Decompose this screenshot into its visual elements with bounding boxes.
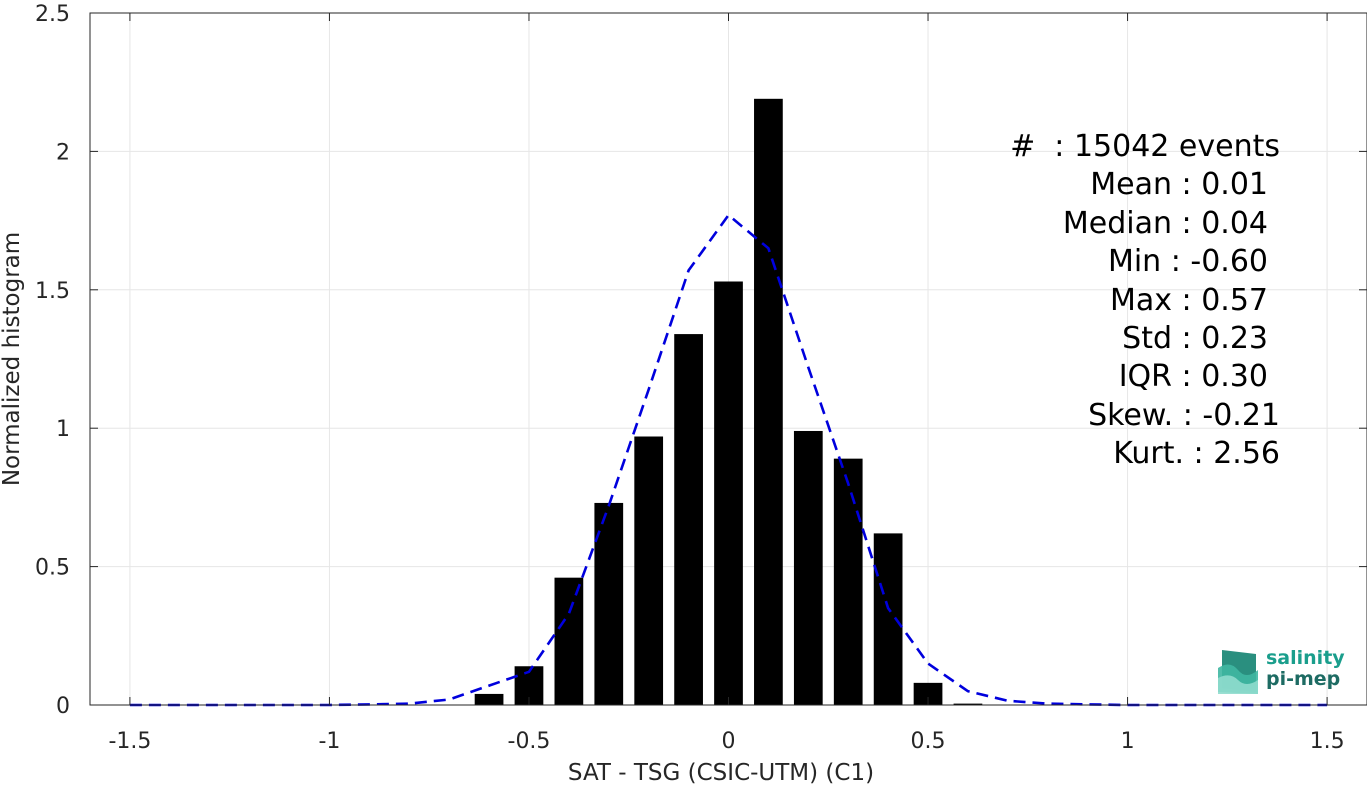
histogram-bar-11 xyxy=(913,682,943,705)
y-tick-label-1: 0.5 xyxy=(35,556,70,581)
stat-iqr: IQR : 0.30 xyxy=(1118,359,1268,395)
y-tick-labels: 0 0.5 1 1.5 2 2.5 xyxy=(35,2,70,719)
stat-events: # : 15042 events xyxy=(1010,129,1280,164)
stat-max: Max : 0.57 xyxy=(1110,282,1268,318)
salinity-pi-mep-logo: salinity pi-mep xyxy=(1216,646,1346,696)
y-axis-label: Normalized histogram xyxy=(0,232,25,486)
histogram-bar-2 xyxy=(554,577,584,705)
histogram-bars xyxy=(474,98,983,706)
y-tick-label-5: 2.5 xyxy=(35,2,70,27)
x-tick-label-6: 1.5 xyxy=(1310,729,1345,754)
histogram-bar-4 xyxy=(634,436,664,705)
histogram-bar-7 xyxy=(754,98,783,706)
y-tick-label-3: 1.5 xyxy=(35,279,70,304)
x-tick-labels: -1.5 -1 -0.5 0 0.5 1 1.5 xyxy=(108,729,1344,754)
x-tick-label-1: -1 xyxy=(318,729,340,754)
y-tick-label-4: 2 xyxy=(56,140,70,165)
logo-line2: pi-mep xyxy=(1266,668,1341,690)
statistics-box: # : 15042 events Mean : 0.01 Median : 0.… xyxy=(940,128,1280,474)
histogram-bar-8 xyxy=(793,430,823,705)
histogram-bar-9 xyxy=(833,458,863,705)
stat-skew: Skew. : -0.21 xyxy=(1088,397,1280,433)
logo-text: salinity pi-mep xyxy=(1266,648,1345,690)
histogram-bar-10 xyxy=(873,533,903,705)
histogram-bar-5 xyxy=(674,334,703,705)
x-tick-label-5: 1 xyxy=(1121,729,1135,754)
x-axis-label: SAT - TSG (CSIC-UTM) (C1) xyxy=(568,760,874,785)
logo-line1: salinity xyxy=(1266,647,1345,669)
y-tick-label-0: 0 xyxy=(56,694,70,719)
histogram-bar-6 xyxy=(714,281,743,705)
x-tick-label-0: -1.5 xyxy=(108,729,151,754)
stat-mean: Mean : 0.01 xyxy=(1090,167,1268,203)
histogram-bar-12 xyxy=(953,703,983,705)
stat-median: Median : 0.04 xyxy=(1062,205,1268,241)
x-tick-label-2: -0.5 xyxy=(508,729,551,754)
axis-ticks xyxy=(90,12,1367,706)
y-tick-label-2: 1 xyxy=(56,417,70,442)
histogram-bar-0 xyxy=(474,693,504,705)
x-tick-label-4: 0.5 xyxy=(911,729,946,754)
stat-std: Std : 0.23 xyxy=(1122,320,1268,356)
stat-min: Min : -0.60 xyxy=(1107,244,1268,280)
histogram-bar-3 xyxy=(594,502,624,705)
x-tick-label-3: 0 xyxy=(722,729,736,754)
stat-kurt: Kurt. : 2.56 xyxy=(1113,436,1280,472)
logo-wave-icon xyxy=(1218,650,1258,694)
